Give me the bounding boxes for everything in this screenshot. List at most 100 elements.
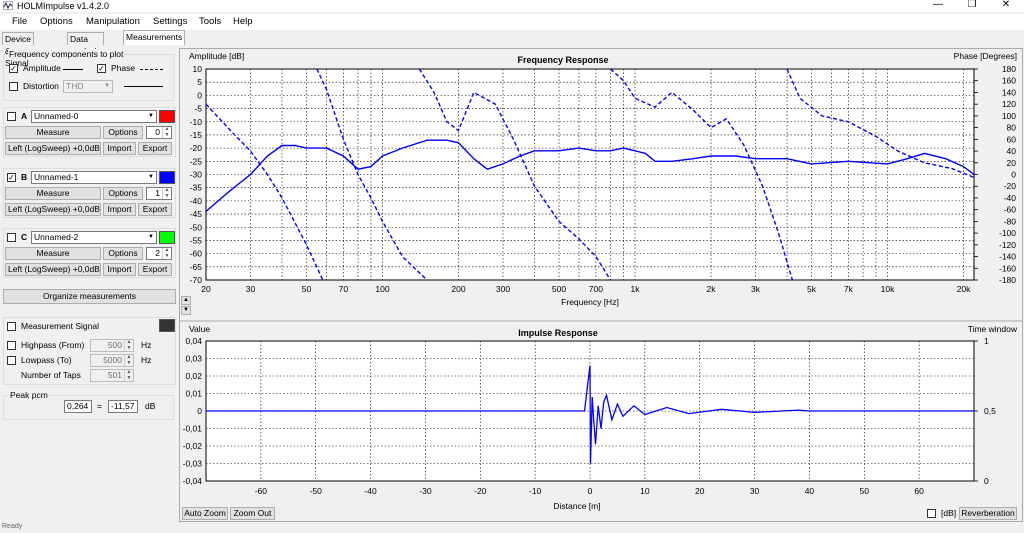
status-bar: Ready <box>0 523 1024 533</box>
measurement-c-options-button[interactable]: Options <box>103 247 143 260</box>
measurement-a-color-swatch[interactable] <box>159 110 175 123</box>
db-checkbox[interactable] <box>927 509 936 518</box>
impulse-y-tick-label: -0,01 <box>183 424 203 434</box>
lowpass-value: 5000 <box>103 355 122 365</box>
phase-label: Phase <box>111 63 136 73</box>
spin-arrows-icon[interactable]: ▲ ▼ <box>162 247 171 259</box>
impulse-y-axis-label: Value <box>189 324 210 334</box>
measurement-a-checkbox[interactable] <box>7 112 16 121</box>
measurement-c-measure-button[interactable]: Measure <box>5 247 101 260</box>
measurement-a-info-button[interactable]: Left (LogSweep) +0,0dB <box>5 142 101 155</box>
measurement-c-index-spin[interactable]: 2 ▲ ▼ <box>146 247 172 260</box>
window-title: HOLMImpulse v1.4.2.0 <box>17 1 110 11</box>
spin-arrows-icon[interactable]: ▲ ▼ <box>124 354 133 366</box>
freq-x-tick-label: 300 <box>496 284 510 294</box>
reverberation-button[interactable]: Reverberation <box>959 507 1017 520</box>
measurement-b-name-select[interactable]: Unnamed-1 ▼ <box>31 171 157 184</box>
measurement-c-export-button[interactable]: Export <box>138 263 172 276</box>
maximize-icon[interactable]: ❐ <box>967 0 977 10</box>
lowpass-unit: Hz <box>141 355 152 365</box>
impulse-x-tick-label: 30 <box>750 486 760 496</box>
freq-x-tick-label: 500 <box>552 284 566 294</box>
measurement-signal-label: Measurement Signal <box>21 321 99 331</box>
spin-arrows-icon[interactable]: ▲ ▼ <box>124 339 133 351</box>
freq-y2-tick-label: 60 <box>1007 134 1017 144</box>
organize-measurements-button[interactable]: Organize measurements <box>3 289 176 304</box>
menu-options[interactable]: Options <box>40 16 73 27</box>
measurement-signal-color-swatch[interactable] <box>159 319 175 332</box>
measurement-signal-checkbox[interactable] <box>7 322 16 331</box>
measurement-b-info-button[interactable]: Left (LogSweep) +0,0dB <box>5 203 101 216</box>
zoom-out-button[interactable]: Zoom Out <box>230 507 275 520</box>
menu-tools[interactable]: Tools <box>199 16 222 27</box>
measurement-a-options-button[interactable]: Options <box>103 126 143 139</box>
impulse-x-tick-label: 50 <box>860 486 870 496</box>
freq-y-tick-label: -70 <box>190 275 203 285</box>
spin-arrows-icon[interactable]: ▲ ▼ <box>162 187 171 199</box>
freq-y2-tick-label: 180 <box>1002 64 1016 74</box>
measurement-a-name-select[interactable]: Unnamed-0 ▼ <box>31 110 157 123</box>
freq-y2-tick-label: 140 <box>1002 87 1016 97</box>
impulse-x-tick-label: -30 <box>419 486 432 496</box>
measurement-b-checkbox[interactable]: ✓ <box>7 173 16 182</box>
measurement-b-color-swatch[interactable] <box>159 171 175 184</box>
measurement-b-export-button[interactable]: Export <box>138 203 172 216</box>
peak-db-field: -11,57 <box>108 400 138 413</box>
freq-y2-tick-label: 0 <box>1011 170 1016 180</box>
highpass-spin[interactable]: 500 ▲ ▼ <box>90 339 134 352</box>
freq-x-tick-label: 1k <box>631 284 641 294</box>
measurement-b-import-button[interactable]: Import <box>103 203 136 216</box>
freq-y2-tick-label: -100 <box>999 228 1016 238</box>
tab-device-signal[interactable]: Device & Signal <box>2 32 34 68</box>
measurement-c-name: Unnamed-2 <box>34 232 79 242</box>
menu-settings[interactable]: Settings <box>153 16 188 27</box>
measurement-c-checkbox[interactable] <box>7 233 16 242</box>
measurement-b-options-button[interactable]: Options <box>103 187 143 200</box>
freq-y2-tick-label: -180 <box>999 275 1016 285</box>
distortion-select[interactable]: THD ▼ <box>63 80 113 93</box>
impulse-y2-tick-label: 1 <box>984 336 989 346</box>
measurement-a-export-button[interactable]: Export <box>138 142 172 155</box>
lowpass-checkbox[interactable] <box>7 356 16 365</box>
taps-spin[interactable]: 501 ▲ ▼ <box>90 369 134 382</box>
freq-x-tick-label: 30 <box>246 284 256 294</box>
amplitude-series-line <box>206 139 974 212</box>
distortion-checkbox[interactable] <box>9 82 18 91</box>
freq-y2-tick-label: 160 <box>1002 76 1016 86</box>
scroll-up-button[interactable]: ▲ <box>181 296 191 305</box>
measurement-a-measure-button[interactable]: Measure <box>5 126 101 139</box>
spin-arrows-icon[interactable]: ▲ ▼ <box>162 126 171 138</box>
db-label: [dB] <box>941 508 957 518</box>
measurement-c-name-select[interactable]: Unnamed-2 ▼ <box>31 231 157 244</box>
measurement-a-import-button[interactable]: Import <box>103 142 136 155</box>
minimize-icon[interactable]: — <box>933 0 943 10</box>
freq-y-tick-label: -50 <box>190 222 203 232</box>
scroll-down-button[interactable]: ▼ <box>181 306 191 315</box>
tab-measurements[interactable]: Measurements <box>123 30 186 45</box>
measurement-a-index-spin[interactable]: 0 ▲ ▼ <box>146 126 172 139</box>
spin-arrows-icon[interactable]: ▲ ▼ <box>124 369 133 381</box>
freq-y2-axis-label: Phase [Degrees] <box>954 51 1017 61</box>
phase-checkbox[interactable]: ✓ <box>97 64 106 73</box>
impulse-y-tick-label: -0,03 <box>183 459 203 469</box>
freq-y-tick-label: 5 <box>197 77 202 87</box>
measurement-b-measure-button[interactable]: Measure <box>5 187 101 200</box>
measurement-c-info-button[interactable]: Left (LogSweep) +0,0dB <box>5 263 101 276</box>
menu-file[interactable]: File <box>12 16 28 27</box>
close-icon[interactable]: ✕ <box>1001 0 1011 10</box>
freq-y2-tick-label: 20 <box>1007 158 1017 168</box>
freq-x-tick-label: 10k <box>881 284 895 294</box>
lowpass-spin[interactable]: 5000 ▲ ▼ <box>90 354 134 367</box>
auto-zoom-button[interactable]: Auto Zoom <box>182 507 228 520</box>
impulse-x-tick-label: -10 <box>529 486 542 496</box>
measurement-c-color-swatch[interactable] <box>159 231 175 244</box>
measurement-c-import-button[interactable]: Import <box>103 263 136 276</box>
measurement-b-index-spin[interactable]: 1 ▲ ▼ <box>146 187 172 200</box>
highpass-checkbox[interactable] <box>7 341 16 350</box>
freq-x-tick-label: 700 <box>589 284 603 294</box>
menu-help[interactable]: Help <box>233 16 253 27</box>
title-bar: HOLMImpulse v1.4.2.0 — ❐ ✕ <box>0 0 1024 12</box>
status-text: Ready <box>2 523 23 530</box>
menu-manipulation[interactable]: Manipulation <box>86 16 140 27</box>
amplitude-checkbox[interactable]: ✓ <box>9 64 18 73</box>
